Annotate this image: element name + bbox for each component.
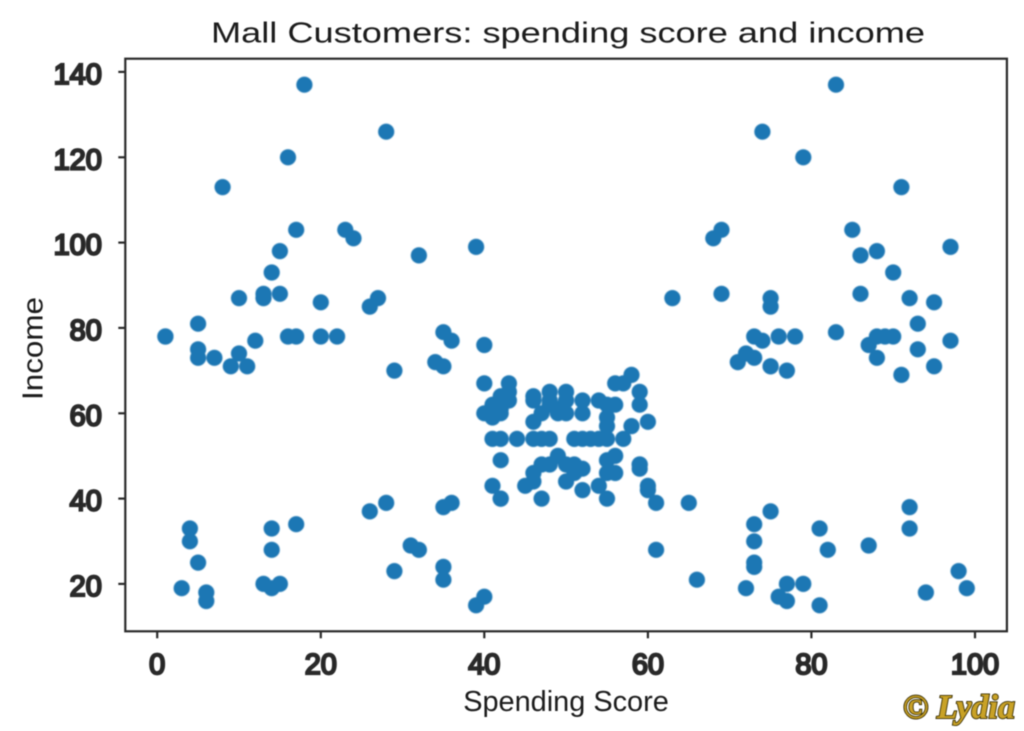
svg-text:80: 80 — [70, 315, 102, 347]
svg-text:Spending Score: Spending Score — [463, 686, 669, 718]
svg-text:40: 40 — [468, 649, 500, 681]
svg-text:Income: Income — [18, 297, 50, 400]
svg-text:100: 100 — [951, 649, 999, 681]
svg-text:140: 140 — [54, 59, 102, 91]
svg-text:60: 60 — [632, 649, 664, 681]
svg-text:120: 120 — [54, 144, 102, 176]
svg-text:40: 40 — [70, 486, 102, 518]
svg-text:© Lydia: © Lydia — [903, 689, 1015, 726]
svg-text:100: 100 — [54, 230, 102, 262]
svg-text:Mall Customers: spending score: Mall Customers: spending score and incom… — [211, 18, 925, 50]
svg-text:0: 0 — [149, 649, 165, 681]
svg-text:60: 60 — [70, 400, 102, 432]
svg-text:20: 20 — [305, 649, 337, 681]
svg-text:20: 20 — [70, 571, 102, 603]
svg-text:80: 80 — [795, 649, 827, 681]
